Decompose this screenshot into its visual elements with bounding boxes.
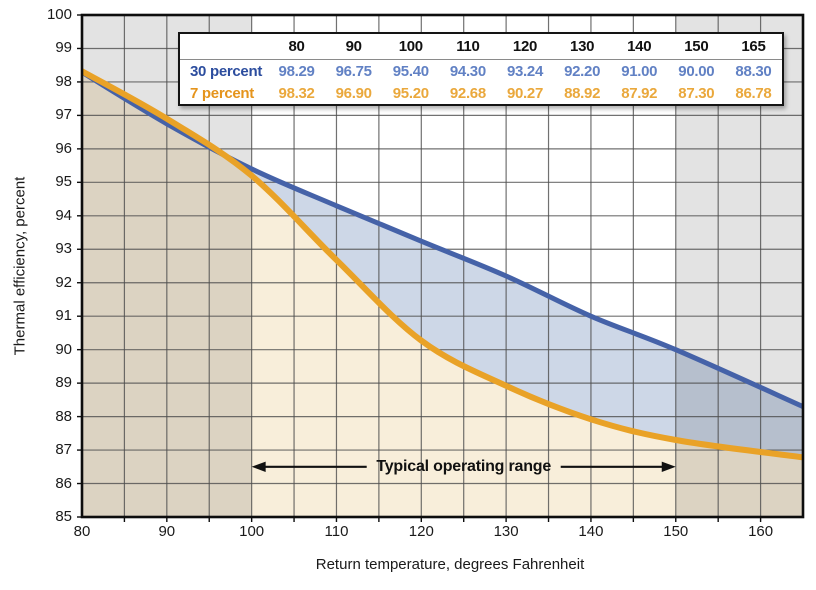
table-cell: 87.30 [678, 84, 715, 102]
table-column-header: 80 [268, 34, 326, 60]
x-tick-label: 150 [663, 523, 689, 540]
y-tick-label: 96 [55, 139, 72, 157]
table-cell: 98.32 [278, 84, 315, 102]
table-column-header: 130 [553, 34, 611, 60]
y-tick-label: 88 [55, 407, 72, 425]
y-tick-label: 87 [55, 441, 72, 459]
table-cell: 87.92 [621, 84, 658, 102]
table-row: 30 percent 98.29 96.75 95.40 94.30 93.24 92.20… [180, 60, 782, 83]
range-arrow-left-head [251, 461, 266, 472]
y-tick-label: 100 [46, 6, 72, 23]
table-column-header: 165 [724, 34, 782, 60]
x-tick-label: 140 [578, 523, 604, 540]
table-cell: 95.20 [392, 84, 429, 102]
table-cell: 96.90 [335, 84, 372, 102]
data-table-grid: 80 90 100 110 120 130 140 150 165 30 percent 98.29… [180, 34, 782, 104]
table-cell: 92.68 [449, 84, 486, 102]
table-column-header: 100 [382, 34, 440, 60]
x-tick-label: 160 [748, 523, 774, 540]
y-tick-label: 86 [55, 474, 72, 492]
series-line-30-percent [82, 69, 803, 410]
series-line-7-percent [82, 68, 803, 461]
table-cell: 96.75 [335, 62, 372, 80]
annotation-label: Typical operating range [376, 457, 552, 475]
y-tick-label: 98 [55, 72, 72, 90]
fill-between-series [82, 71, 803, 458]
table-row: 7 percent 98.32 96.90 95.20 92.68 90.27 88.92 8… [180, 82, 782, 104]
y-tick-label: 89 [55, 374, 72, 392]
table-cell: 88.30 [735, 62, 772, 80]
table-row-label: 30 percent [190, 62, 263, 80]
y-axis-title: Thermal efficiency, percent [11, 176, 29, 356]
x-axis-title: Return temperature, degrees Fahrenheit [315, 556, 585, 573]
y-tick-label: 93 [55, 240, 72, 258]
y-tick-label: 85 [55, 508, 72, 525]
table-cell: 98.29 [278, 62, 315, 80]
table-cell: 86.78 [735, 84, 772, 102]
table-column-header: 150 [667, 34, 725, 60]
y-tick-label: 90 [55, 340, 72, 358]
y-tick-label: 91 [55, 307, 72, 325]
table-cell: 90.27 [506, 84, 544, 102]
y-tick-label: 95 [55, 173, 72, 191]
table-cell: 91.00 [621, 62, 658, 80]
table-column-header: 110 [439, 34, 497, 60]
fill-under-7-percent [82, 71, 803, 517]
table-column-header: 120 [496, 34, 554, 60]
table-corner-cell [180, 34, 268, 60]
range-arrow-right-head [661, 461, 676, 472]
y-tick-label: 99 [55, 39, 72, 57]
data-table: 80 90 100 110 120 130 140 150 165 30 percent 98.29… [178, 32, 784, 106]
x-tick-label: 90 [158, 523, 176, 540]
table-cell: 94.30 [449, 62, 486, 80]
table-cell: 95.40 [392, 62, 429, 80]
x-tick-label: 120 [408, 523, 434, 540]
table-cell: 88.92 [564, 84, 601, 102]
y-tick-label: 97 [55, 106, 72, 124]
table-column-header: 140 [610, 34, 668, 60]
table-column-header: 90 [325, 34, 383, 60]
x-tick-label: 100 [239, 523, 265, 540]
x-tick-label: 80 [73, 523, 91, 540]
y-tick-label: 92 [55, 273, 72, 291]
plot-border [80, 13, 805, 519]
x-tick-label: 130 [493, 523, 519, 540]
table-cell: 93.24 [506, 62, 544, 80]
x-tick-label: 110 [324, 523, 349, 540]
table-row-label: 7 percent [190, 84, 254, 102]
table-cell: 92.20 [564, 62, 601, 80]
y-tick-label: 94 [55, 206, 72, 224]
table-cell: 90.00 [678, 62, 715, 80]
